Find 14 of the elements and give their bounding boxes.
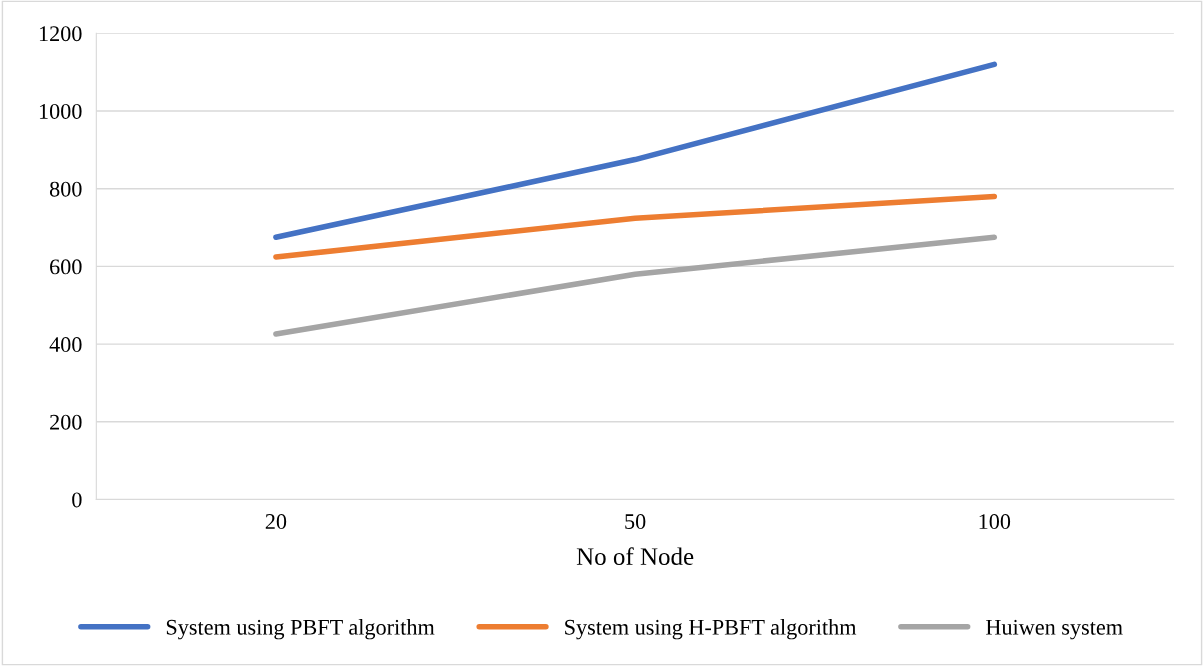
y-tick-label: 1000 bbox=[39, 103, 82, 119]
legend-label: Huiwen system bbox=[986, 619, 1123, 640]
y-tick-label: 400 bbox=[49, 337, 82, 353]
y-tick-label: 0 bbox=[72, 492, 82, 508]
x-tick-label: 50 bbox=[625, 514, 646, 530]
x-tick-label: 100 bbox=[979, 514, 1011, 530]
legend-label: System using PBFT algorithm bbox=[166, 619, 435, 640]
y-tick-label: 1200 bbox=[39, 26, 82, 42]
x-axis-title: No of Node bbox=[576, 547, 694, 566]
y-tick-label: 600 bbox=[50, 259, 82, 275]
y-tick-label: 200 bbox=[50, 414, 82, 430]
legend-label: System using H-PBFT algorithm bbox=[565, 619, 857, 640]
y-tick-label: 800 bbox=[49, 181, 82, 197]
x-tick-label: 20 bbox=[265, 514, 287, 530]
